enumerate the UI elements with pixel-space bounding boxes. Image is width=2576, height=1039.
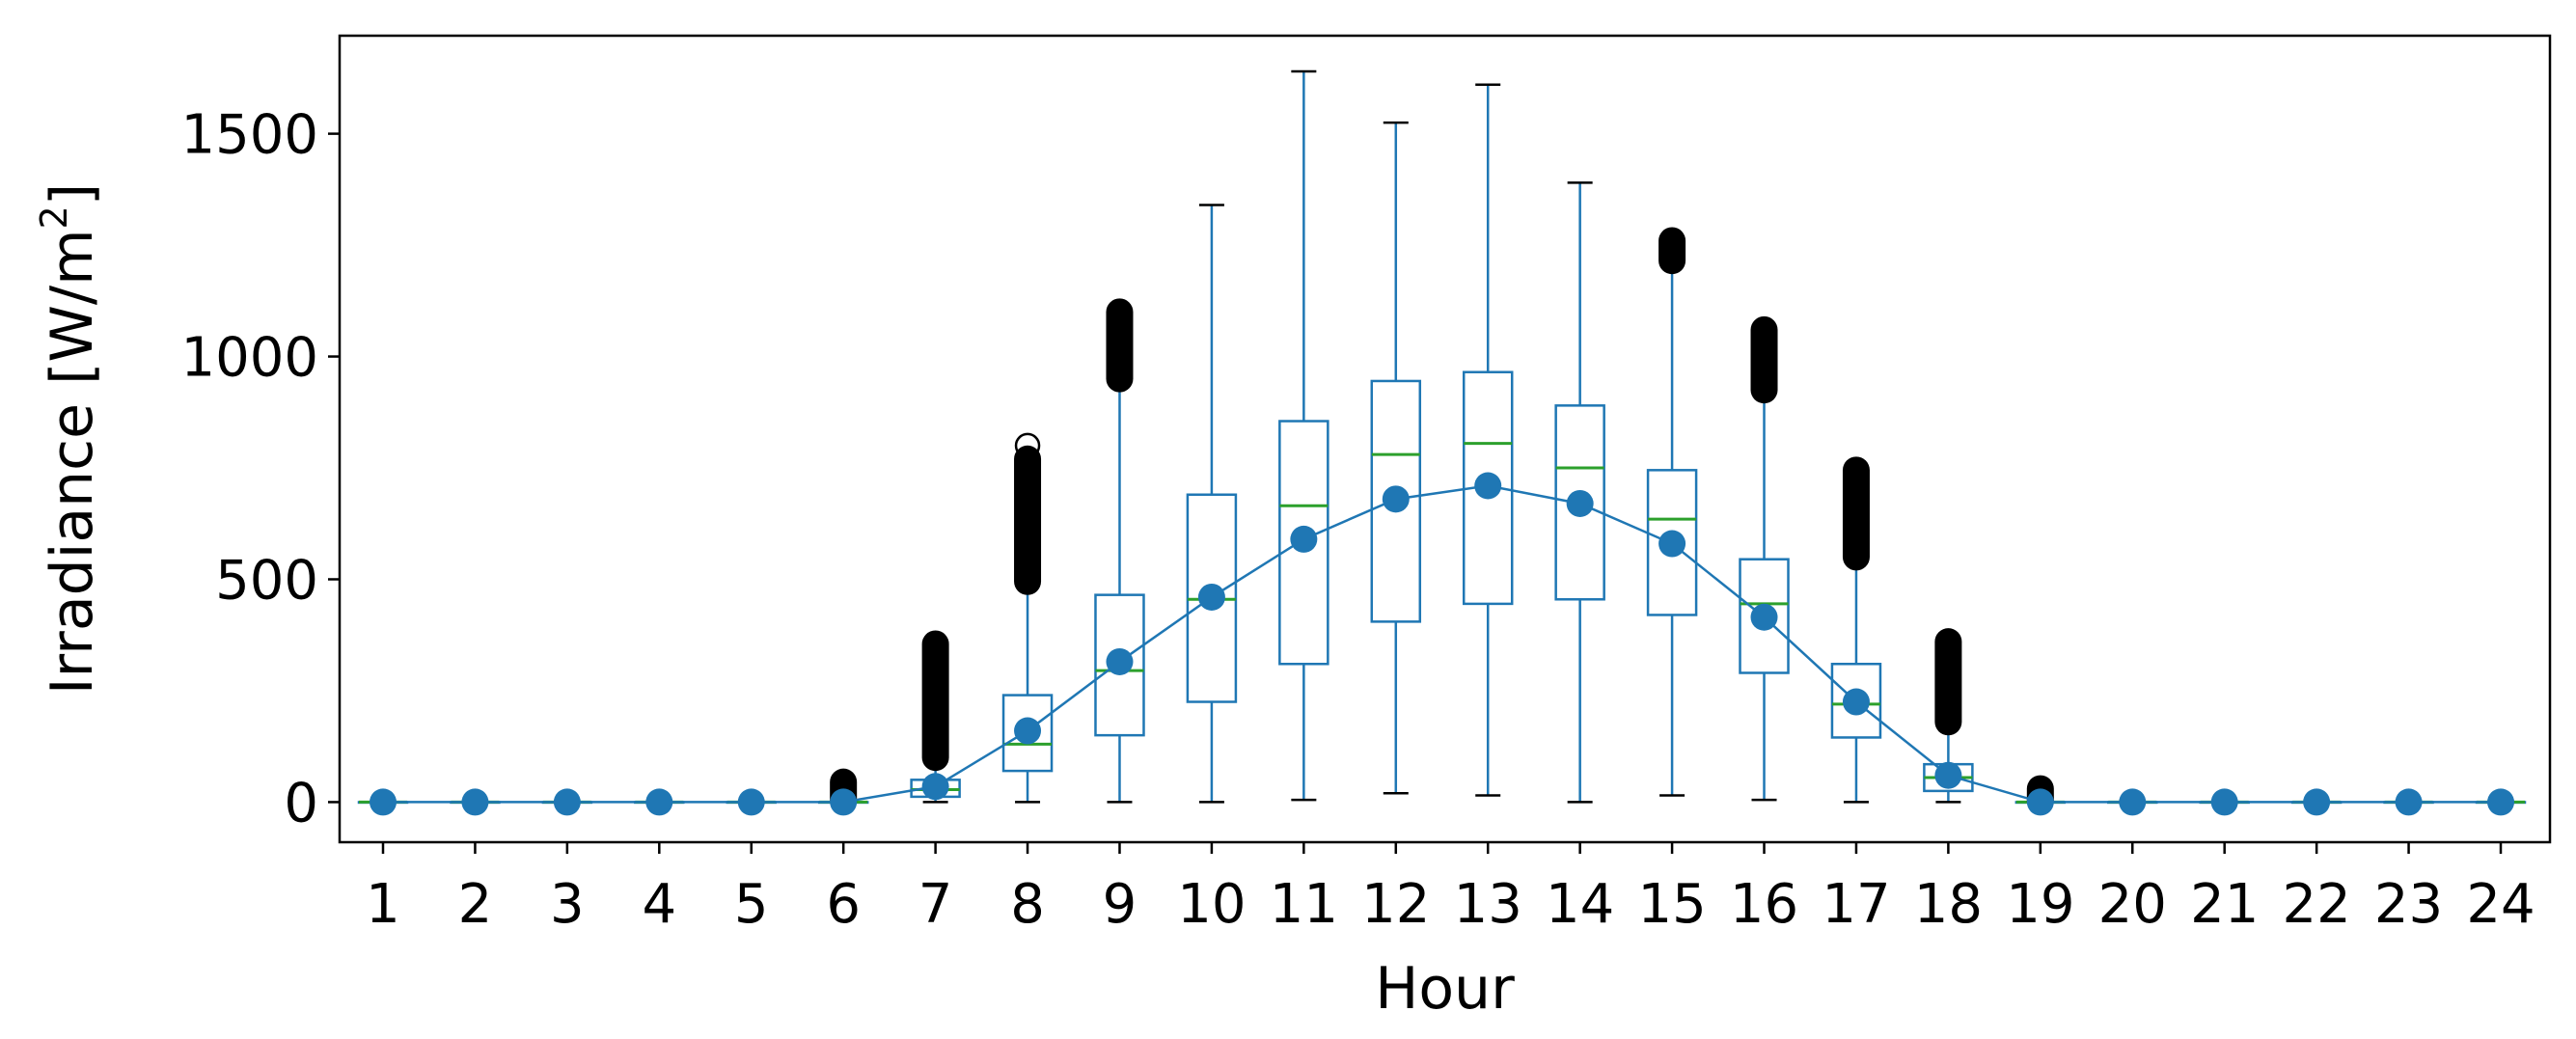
x-tick-label: 4 — [642, 873, 676, 936]
y-axis-label-main: Irradiance [W/m — [39, 229, 106, 695]
box-iqr — [1646, 469, 1698, 616]
x-axis-label: Hour — [1375, 955, 1515, 1023]
x-tick-label: 10 — [1177, 873, 1246, 936]
box-iqr — [1739, 558, 1790, 674]
box-hour-14 — [1554, 181, 1605, 804]
outlier-cluster — [1014, 445, 1042, 595]
box-hour-11 — [1278, 69, 1329, 802]
box-iqr — [1094, 593, 1145, 737]
mean-marker — [2303, 788, 2331, 816]
x-tick-label: 22 — [2282, 873, 2350, 936]
x-tick-label: 15 — [1637, 873, 1706, 936]
x-tick-label: 21 — [2190, 873, 2259, 936]
x-tick-label: 13 — [1454, 873, 1522, 936]
box-hour-12 — [1370, 121, 1422, 795]
mean-marker — [461, 788, 489, 816]
box-hour-9 — [1094, 298, 1145, 804]
x-tick-label: 18 — [1914, 873, 1983, 936]
mean-marker — [1842, 688, 1870, 716]
y-tick-label: 0 — [284, 772, 318, 834]
outlier-cluster — [1934, 628, 1962, 736]
x-tick-label: 9 — [1103, 873, 1137, 936]
y-axis-label-end: ] — [39, 183, 106, 205]
outlier-point — [1751, 316, 1777, 343]
mean-marker — [1014, 717, 1042, 745]
y-tick-label: 1500 — [180, 104, 318, 167]
y-tick-label: 500 — [215, 549, 318, 612]
outlier-point — [1935, 628, 1961, 655]
box-iqr — [1830, 662, 1882, 739]
x-tick-label: 5 — [734, 873, 769, 936]
box-iqr — [1278, 420, 1329, 666]
x-tick-label: 2 — [458, 873, 493, 936]
box-iqr — [1370, 379, 1422, 623]
x-tick-label: 14 — [1546, 873, 1614, 936]
outlier-cluster — [1842, 456, 1870, 571]
box-hour-10 — [1186, 204, 1238, 804]
mean-marker — [2119, 788, 2147, 816]
x-tick-label: 16 — [1730, 873, 1798, 936]
x-tick-label: 23 — [2374, 873, 2443, 936]
mean-marker — [645, 788, 673, 816]
x-axis-ticks: 1 2 3 4 5 6 7 8 9 10 11 12 13 14 15 16 17 18 19 20 21 22 23 24 — [366, 842, 2535, 936]
mean-marker — [830, 788, 858, 816]
outlier-point — [922, 631, 948, 657]
mean-marker — [1750, 603, 1778, 631]
box-hour-15 — [1646, 227, 1698, 797]
box-hour-16 — [1739, 315, 1790, 802]
x-tick-label: 7 — [918, 873, 953, 936]
outlier-point — [1107, 299, 1133, 325]
x-tick-label: 3 — [550, 873, 585, 936]
y-axis-label-superscript: 2 — [33, 205, 75, 229]
x-tick-label: 17 — [1822, 873, 1890, 936]
outlier-cluster — [921, 630, 949, 772]
plot-frame — [338, 34, 2552, 844]
outlier-cluster — [1106, 298, 1134, 393]
mean-marker — [737, 788, 765, 816]
mean-marker — [1934, 761, 1962, 789]
x-tick-label: 19 — [2006, 873, 2074, 936]
mean-marker — [2026, 788, 2054, 816]
outlier-cluster — [1750, 315, 1778, 404]
mean-marker — [2395, 788, 2423, 816]
mean-marker — [370, 788, 397, 816]
mean-marker — [1382, 485, 1410, 513]
mean-marker — [1197, 583, 1225, 611]
outlier-point — [1843, 457, 1870, 483]
box-hour-8 — [1001, 432, 1054, 804]
mean-marker — [2210, 788, 2238, 816]
mean-marker — [1658, 530, 1686, 558]
x-tick-label: 6 — [826, 873, 861, 936]
outlier-point — [1658, 228, 1685, 254]
box-hour-18 — [1923, 628, 1974, 804]
box-iqr — [1554, 404, 1605, 601]
outlier-point — [1014, 446, 1041, 473]
outlier-cluster — [1658, 227, 1686, 275]
mean-marker — [1474, 472, 1502, 500]
mean-marker — [1106, 647, 1134, 675]
x-tick-label: 12 — [1361, 873, 1430, 936]
x-tick-label: 24 — [2466, 873, 2535, 936]
mean-marker — [553, 788, 581, 816]
mean-line — [383, 484, 2501, 804]
x-tick-label: 20 — [2098, 873, 2167, 936]
mean-marker — [921, 773, 949, 801]
box-hour-13 — [1462, 83, 1514, 797]
x-tick-label: 11 — [1270, 873, 1338, 936]
box-iqr — [1462, 370, 1514, 606]
plot-content — [357, 69, 2527, 816]
y-tick-label: 1000 — [180, 327, 318, 390]
x-tick-label: 8 — [1010, 873, 1045, 936]
y-axis-ticks: 0 500 1000 1500 — [180, 104, 340, 834]
box-hour-17 — [1830, 456, 1882, 804]
box-iqr — [1001, 694, 1054, 773]
mean-marker — [2487, 788, 2514, 816]
mean-marker — [1566, 489, 1594, 517]
y-axis-label: Irradiance [W/m2] — [33, 183, 106, 695]
mean-marker — [1290, 525, 1318, 553]
outlier-point — [1014, 432, 1041, 459]
x-tick-label: 1 — [366, 873, 400, 936]
